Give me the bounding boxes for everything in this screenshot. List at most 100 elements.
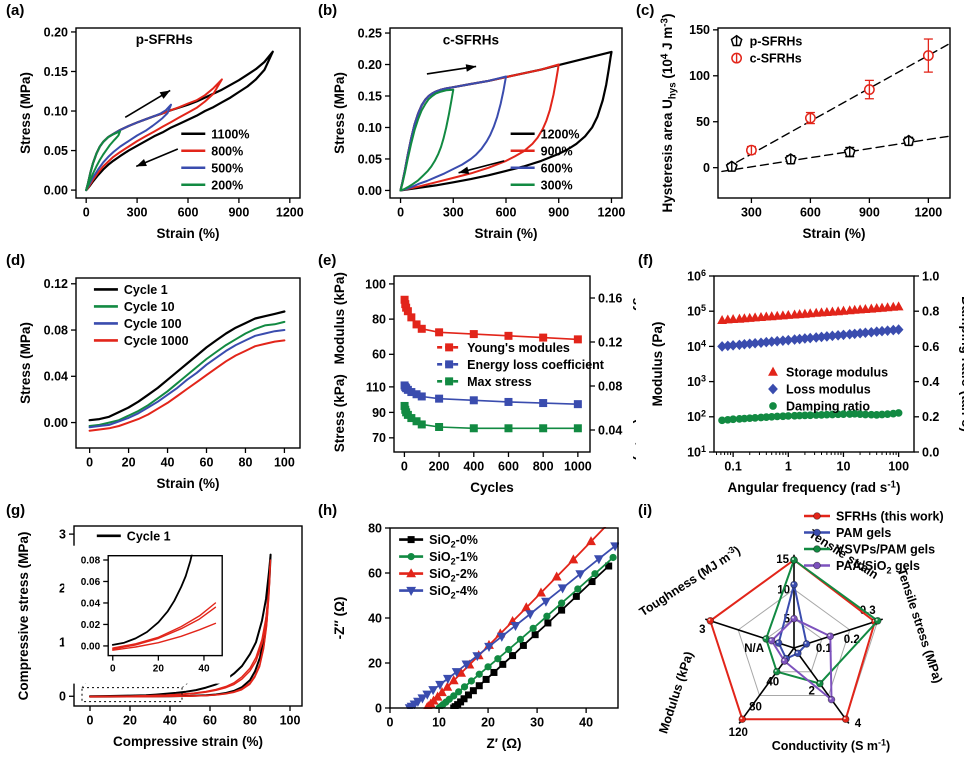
svg-text:1: 1: [59, 636, 66, 650]
panel-d: (d) 0 20 40 60 80 100 0.00 0.04 0.08 0.12 Strain (…: [4, 252, 314, 500]
svg-text:0.0: 0.0: [922, 445, 939, 459]
svg-text:1200%: 1200%: [541, 127, 580, 141]
svg-text:Compressive stress (MPa): Compressive stress (MPa): [16, 532, 31, 701]
svg-text:103: 103: [687, 373, 706, 389]
svg-text:Hysteresis area Uhys (104 J m-: Hysteresis area Uhys (104 J m-3): [660, 14, 679, 213]
svg-text:0.2: 0.2: [844, 634, 860, 646]
svg-text:VSVPs/PAM gels: VSVPs/PAM gels: [836, 543, 935, 557]
svg-text:Conductivity (S m-1): Conductivity (S m-1): [772, 738, 890, 754]
svg-text:0.12: 0.12: [598, 335, 622, 349]
series-layer-g: [89, 553, 272, 698]
svg-text:0.08: 0.08: [598, 379, 622, 393]
svg-text:Energy loss coefficient: Energy loss coefficient: [467, 358, 605, 372]
svg-text:900: 900: [548, 206, 569, 220]
chart-group-f: 0.1 1 10 100 101 102 103 104 105 106 0.0 0.2 0.4 0.6 0…: [650, 268, 964, 495]
svg-text:Cycle 10: Cycle 10: [124, 300, 175, 314]
svg-text:Max stress: Max stress: [467, 375, 532, 389]
series-Max-stress: [400, 401, 582, 433]
svg-text:c-SFRHs: c-SFRHs: [443, 32, 499, 47]
svg-text:60: 60: [372, 348, 386, 362]
svg-text:0.1: 0.1: [724, 460, 741, 474]
series-c-SFRHs: [745, 38, 934, 156]
svg-text:90: 90: [372, 406, 386, 420]
svg-text:0.00: 0.00: [44, 183, 68, 197]
svg-text:Energy loss coefficient (ΔU/U): Energy loss coefficient (ΔU/U): [633, 267, 636, 461]
svg-text:Tensile stress (MPa): Tensile stress (MPa): [895, 566, 945, 684]
svg-text:Strain (%): Strain (%): [802, 226, 865, 241]
svg-text:110: 110: [366, 380, 386, 394]
svg-text:0.15: 0.15: [358, 89, 382, 103]
svg-text:0.2: 0.2: [922, 410, 939, 424]
svg-text:Modulus (kPa): Modulus (kPa): [332, 272, 347, 364]
svg-text:0.05: 0.05: [358, 152, 382, 166]
svg-text:200: 200: [429, 460, 450, 474]
panel-i-tag: (i): [638, 502, 653, 519]
svg-text:104: 104: [687, 338, 706, 354]
svg-text:SiO2-4%: SiO2-4%: [429, 584, 478, 601]
chart-b-stress-strain-c-sfrhs: 0 300 600 900 1200 0.00 0.05 0.10 0.15 0.20 0.25 St…: [332, 26, 625, 241]
chart-c-hysteresis-area: 300 600 900 1200 0 50 100 150 Strain (%) Hysteres…: [660, 14, 951, 241]
series-layer-e: [400, 295, 582, 433]
svg-text:0: 0: [83, 206, 90, 220]
svg-text:Cycle 1: Cycle 1: [127, 529, 171, 543]
chart-a-stress-strain-p-sfrhs: 0 300 600 900 1200 0.00 0.05 0.10 0.15 0.20 Strain…: [18, 25, 304, 241]
svg-text:100: 100: [274, 456, 295, 470]
svg-text:40: 40: [368, 611, 382, 625]
series-Cycle-2-10-b: [89, 565, 271, 698]
svg-text:0.04: 0.04: [81, 598, 101, 609]
svg-text:800%: 800%: [211, 144, 243, 158]
svg-text:Modulus (kPa): Modulus (kPa): [656, 650, 696, 736]
series-p-SFRHs: [725, 134, 915, 172]
radar-series-VSVPs-PAM-gels: [762, 556, 882, 688]
svg-text:200%: 200%: [211, 178, 243, 192]
svg-text:300: 300: [127, 206, 148, 220]
legend-h: SiO2-0%SiO2-1%SiO2-2%SiO2-4%: [399, 533, 478, 601]
svg-text:0.00: 0.00: [44, 416, 68, 430]
svg-text:1200: 1200: [276, 206, 304, 220]
svg-text:SiO2-2%: SiO2-2%: [429, 567, 478, 584]
series-Young-s-modules: [400, 295, 582, 344]
series-Damping-ratio: [718, 409, 903, 425]
svg-text:p-SFRHs: p-SFRHs: [136, 32, 193, 47]
series-c-trend: [736, 43, 949, 163]
svg-text:0.10: 0.10: [358, 121, 382, 135]
svg-text:Damping ratio: Damping ratio: [786, 400, 870, 414]
svg-text:0.00: 0.00: [358, 184, 382, 198]
svg-text:Cycle 100: Cycle 100: [124, 317, 182, 331]
panel-e: (e) 0 200 400 600 800 1000 100 80 60 110 90 70 0.04 0…: [316, 252, 636, 500]
panel-i: (i) 5 10 15 0.1 0.2 0.3 2 4 40 80 120 N/A 3 Tensile s…: [636, 502, 964, 756]
series-layer-g-inset: [111, 554, 217, 651]
series-layer-h: [404, 527, 619, 709]
series-Cycle-10: [88, 320, 286, 427]
svg-text:20: 20: [368, 656, 382, 670]
series-SiO_-2--4%: [404, 542, 619, 709]
svg-text:p-SFRHs: p-SFRHs: [750, 35, 803, 49]
svg-text:0.6: 0.6: [922, 340, 939, 354]
series-200%: [85, 130, 122, 192]
svg-text:0.8: 0.8: [922, 305, 939, 319]
panel-h: (h) 0 10 20 30 40 0 20 40 60 80 Z′ (Ω) -Z″ (Ω) SiO2-…: [316, 502, 632, 756]
svg-text:0.05: 0.05: [44, 144, 68, 158]
svg-text:600: 600: [498, 460, 519, 474]
svg-text:Cycle 1: Cycle 1: [124, 283, 168, 297]
svg-text:20: 20: [153, 664, 165, 675]
svg-text:Stress (MPa): Stress (MPa): [18, 72, 33, 154]
panel-f: (f) 0.1 1 10 100 101 102 103 104 105 106 0.0 0.2 0.4…: [636, 252, 964, 500]
series-inset-red-1: [112, 602, 217, 649]
svg-text:101: 101: [687, 444, 706, 460]
svg-text:0: 0: [375, 701, 382, 715]
panel-h-tag: (h): [318, 502, 338, 519]
svg-text:15: 15: [776, 554, 789, 566]
svg-text:0.15: 0.15: [44, 65, 68, 79]
svg-text:0: 0: [86, 456, 93, 470]
svg-text:40: 40: [766, 677, 779, 689]
svg-text:Stress (MPa): Stress (MPa): [18, 322, 33, 404]
series-Storage-modulus: [717, 301, 904, 324]
svg-text:400: 400: [463, 460, 484, 474]
svg-text:SFRHs (this work): SFRHs (this work): [836, 510, 944, 524]
legend-d: Cycle 1 Cycle 10 Cycle 100 Cycle 1000: [93, 283, 189, 348]
svg-text:0.1: 0.1: [816, 643, 833, 655]
chart-group-d: 0 20 40 60 80 100 0.00 0.04 0.08 0.12 Strain (%) St…: [18, 277, 301, 491]
svg-text:10: 10: [837, 460, 851, 474]
